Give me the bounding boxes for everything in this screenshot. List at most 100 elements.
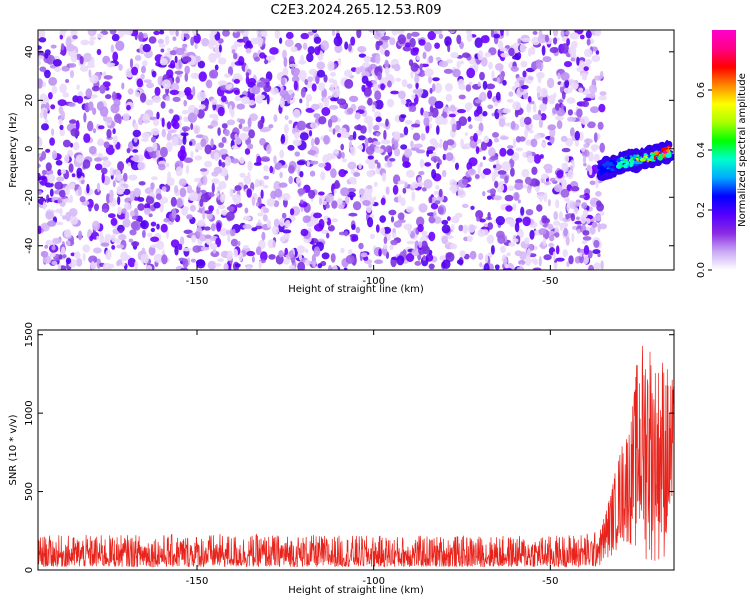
noise-blob: [242, 126, 251, 132]
noise-blob: [461, 203, 469, 208]
noise-blob: [251, 196, 256, 207]
noise-blob: [245, 41, 251, 47]
noise-blob: [56, 176, 65, 182]
noise-blob: [497, 109, 504, 114]
signal-blob: [664, 156, 667, 159]
signal-blob: [654, 150, 659, 155]
noise-blob: [344, 79, 354, 89]
noise-blob: [458, 94, 466, 100]
noise-blob: [169, 89, 179, 96]
noise-blob: [191, 234, 197, 243]
noise-blob: [266, 219, 271, 229]
noise-blob: [570, 127, 575, 137]
noise-blob: [421, 230, 428, 236]
noise-blob: [526, 103, 532, 113]
noise-blob: [380, 227, 386, 235]
noise-blob: [161, 186, 167, 192]
noise-blob: [366, 185, 373, 190]
noise-blob: [258, 260, 262, 269]
noise-blob: [555, 115, 564, 121]
noise-blob: [363, 87, 372, 97]
noise-blob: [562, 90, 566, 100]
noise-blob: [451, 215, 460, 224]
noise-blob: [140, 254, 147, 264]
noise-blob: [568, 46, 577, 55]
noise-blob: [582, 155, 587, 164]
noise-blob: [338, 127, 347, 134]
noise-blob: [263, 165, 269, 172]
noise-blob: [468, 157, 478, 167]
noise-blob: [361, 75, 369, 85]
noise-blob: [580, 147, 586, 152]
noise-blob: [599, 91, 607, 96]
noise-blob: [110, 217, 118, 226]
noise-blob: [63, 229, 72, 238]
noise-blob: [213, 152, 220, 161]
noise-blob: [298, 70, 307, 81]
noise-blob: [540, 113, 547, 121]
noise-blob: [197, 60, 206, 69]
noise-blob: [522, 70, 527, 78]
noise-blob: [190, 258, 196, 263]
noise-blob: [178, 243, 183, 251]
noise-blob: [132, 149, 139, 153]
noise-blob: [560, 82, 564, 88]
noise-blob: [413, 143, 423, 148]
noise-blob: [496, 77, 501, 84]
noise-blob: [571, 40, 578, 49]
noise-blob: [247, 160, 253, 172]
noise-blob: [459, 250, 466, 258]
noise-blob: [42, 255, 52, 264]
noise-blob: [238, 123, 243, 129]
noise-blob: [532, 30, 538, 35]
noise-blob: [152, 95, 162, 103]
noise-blob: [514, 250, 523, 257]
noise-blob: [129, 229, 137, 236]
noise-blob: [227, 233, 231, 243]
noise-blob: [514, 179, 524, 184]
noise-blob: [376, 40, 383, 46]
noise-blob: [460, 138, 464, 149]
noise-blob: [406, 83, 413, 89]
noise-blob: [365, 146, 375, 155]
noise-blob: [111, 33, 120, 42]
noise-blob: [112, 135, 118, 145]
noise-blob: [218, 159, 222, 167]
x-tick-label: -150: [186, 576, 209, 587]
noise-blob: [149, 244, 159, 248]
noise-blob: [594, 30, 602, 37]
noise-blob: [348, 134, 355, 141]
noise-blob: [423, 116, 430, 127]
noise-blob: [184, 65, 190, 75]
noise-blob: [573, 202, 581, 207]
noise-blob: [168, 108, 174, 114]
noise-blob: [578, 87, 584, 93]
noise-blob: [318, 116, 327, 125]
noise-blob: [510, 66, 519, 72]
noise-blob: [514, 182, 524, 190]
noise-blob: [318, 191, 325, 196]
noise-blob: [381, 139, 391, 145]
noise-blob: [94, 203, 99, 212]
noise-blob: [430, 156, 441, 162]
noise-blob: [178, 178, 187, 187]
noise-blob: [595, 50, 600, 55]
noise-blob: [555, 257, 565, 262]
noise-blob: [367, 97, 373, 106]
noise-blob: [163, 217, 170, 223]
noise-blob: [404, 181, 408, 188]
noise-blob: [101, 167, 108, 175]
noise-blob: [207, 260, 217, 270]
noise-blob: [448, 113, 456, 118]
noise-blob: [336, 133, 342, 138]
noise-blob: [416, 216, 425, 227]
noise-blob: [465, 84, 472, 92]
noise-blob: [221, 209, 228, 216]
snr-frame: [37, 329, 675, 571]
noise-blob: [260, 251, 268, 262]
noise-blob: [247, 117, 252, 128]
noise-blob: [500, 52, 509, 58]
noise-blob: [45, 148, 51, 153]
noise-blob: [182, 135, 187, 145]
noise-blob: [137, 203, 145, 211]
